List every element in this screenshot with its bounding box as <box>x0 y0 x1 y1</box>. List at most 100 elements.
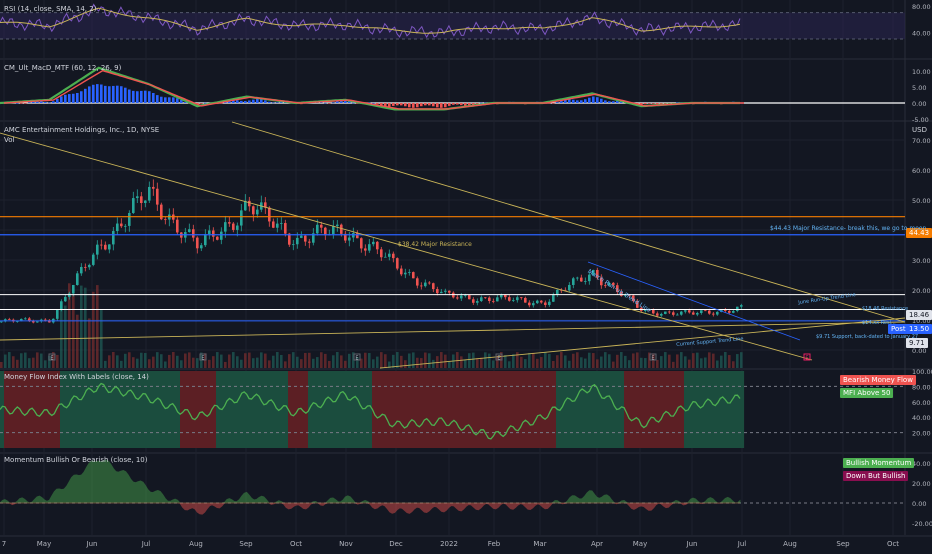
volume-bar-9 <box>36 352 39 368</box>
macd-histogram-bar-6 <box>24 103 27 104</box>
price-title: AMC Entertainment Holdings, Inc., 1D, NY… <box>4 126 160 134</box>
mfi-background-121 <box>484 371 489 448</box>
candle-body-145 <box>580 277 583 282</box>
candle-body-35 <box>140 196 143 204</box>
volume-bar-16 <box>64 305 67 368</box>
mfi-background-94 <box>376 371 381 448</box>
candle-body-51 <box>204 234 207 246</box>
mfi-background-144 <box>576 371 581 448</box>
macd-histogram-bar-17 <box>68 94 71 103</box>
volume-bar-185 <box>740 352 743 368</box>
volume-bar-116 <box>464 359 467 368</box>
candle-body-112 <box>448 290 451 293</box>
mfi-background-133 <box>532 371 537 448</box>
trend-line-upper <box>231 121 906 323</box>
mfi-background-92 <box>368 371 373 448</box>
candle-body-8 <box>32 320 35 323</box>
volume-bar-144 <box>576 352 579 368</box>
volume-bar-93 <box>372 359 375 368</box>
candle-body-48 <box>192 229 195 238</box>
candle-body-127 <box>508 297 511 301</box>
mfi-background-61 <box>244 371 249 448</box>
volume-bar-173 <box>692 353 695 368</box>
volume-bar-22 <box>88 318 91 368</box>
mfi-background-184 <box>736 371 741 448</box>
mfi-background-50 <box>200 371 205 448</box>
mfi-background-167 <box>668 371 673 448</box>
mfi-background-151 <box>604 371 609 448</box>
macd-histogram-bar-92 <box>368 102 371 104</box>
candle-body-109 <box>436 289 439 294</box>
candle-body-108 <box>432 283 435 290</box>
volume-bar-47 <box>188 352 191 368</box>
mfi-background-163 <box>652 371 657 448</box>
mfi-background-145 <box>580 371 585 448</box>
mfi-background-168 <box>672 371 677 448</box>
macd-histogram-bar-55 <box>220 103 223 104</box>
volume-bar-181 <box>724 352 727 368</box>
candle-body-154 <box>616 285 619 292</box>
mfi-background-175 <box>700 371 705 448</box>
mfi-background-47 <box>188 371 193 448</box>
volume-bar-158 <box>632 353 635 368</box>
time-axis-label-14: Jun <box>686 540 698 548</box>
volume-bar-162 <box>648 352 651 368</box>
mfi-background-164 <box>656 371 661 448</box>
macd-histogram-bar-111 <box>444 103 447 108</box>
candle-body-161 <box>644 309 647 311</box>
mfi-background-78 <box>312 371 317 448</box>
macd-histogram-bar-14 <box>56 98 59 103</box>
volume-bar-131 <box>524 359 527 368</box>
volume-bar-76 <box>304 352 307 368</box>
mfi-background-116 <box>464 371 469 448</box>
mfi-background-71 <box>284 371 289 448</box>
mfi-background-84 <box>336 371 341 448</box>
macd-histogram-bar-31 <box>124 87 127 103</box>
volume-bar-90 <box>360 358 363 368</box>
candle-body-183 <box>732 310 735 313</box>
macd-histogram-bar-137 <box>548 103 551 104</box>
mfi-background-34 <box>136 371 141 448</box>
candle-body-14 <box>56 309 59 319</box>
volume-bar-65 <box>260 352 263 368</box>
volume-bar-170 <box>680 352 683 368</box>
momentum-tick-0: 40.00 <box>912 460 931 468</box>
volume-bar-40 <box>160 354 163 368</box>
macd-histogram-bar-101 <box>404 103 407 107</box>
candle-body-34 <box>136 196 139 199</box>
volume-bar-15 <box>60 301 63 368</box>
mfi-background-0 <box>0 371 5 448</box>
volume-bar-89 <box>356 357 359 368</box>
volume-bar-108 <box>432 359 435 368</box>
volume-bar-184 <box>736 354 739 368</box>
macd-histogram-bar-37 <box>148 91 151 103</box>
volume-bar-139 <box>556 355 559 368</box>
candle-body-86 <box>344 233 347 241</box>
candle-body-26 <box>104 244 107 250</box>
candle-body-124 <box>496 297 499 302</box>
candle-body-69 <box>276 223 279 228</box>
mfi-background-158 <box>632 371 637 448</box>
candle-body-33 <box>132 198 135 213</box>
macd-histogram-bar-109 <box>436 103 439 108</box>
volume-bar-43 <box>172 352 175 368</box>
volume-bar-20 <box>80 285 83 368</box>
candle-body-90 <box>360 238 363 249</box>
volume-bar-85 <box>340 355 343 368</box>
trend-line-march <box>587 261 801 341</box>
candle-body-170 <box>680 311 683 315</box>
mfi-background-15 <box>60 371 65 448</box>
volume-bar-127 <box>508 361 511 368</box>
candle-body-162 <box>648 309 651 311</box>
volume-bar-153 <box>612 361 615 368</box>
time-axis-label-7: Nov <box>339 540 353 548</box>
candle-body-159 <box>636 301 639 308</box>
volume-bar-33 <box>132 357 135 368</box>
time-axis-label-0: 7 <box>2 540 6 548</box>
volume-bar-132 <box>528 352 531 368</box>
volume-bar-148 <box>592 353 595 368</box>
mfi-tick-1: 80.00 <box>912 383 931 391</box>
